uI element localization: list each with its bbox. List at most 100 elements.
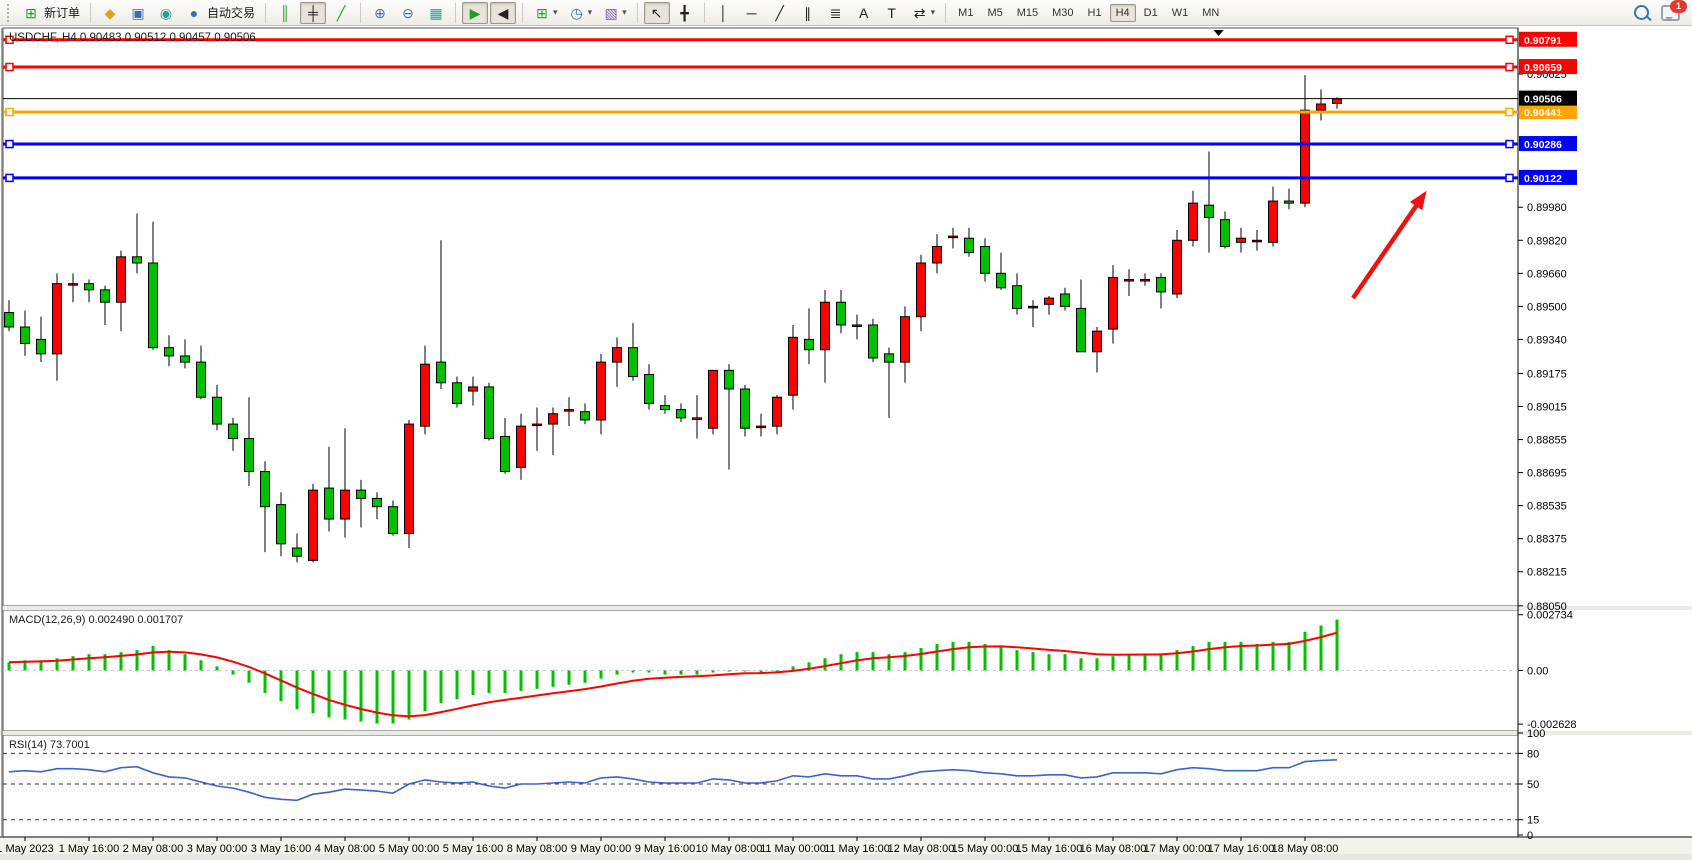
text-label-tool-button[interactable]: T [879,2,905,24]
candle-up [1108,276,1118,330]
price-badge-label: 0.90441 [1524,107,1562,119]
line-handle[interactable] [5,62,14,72]
time-label: 1 May 16:00 [59,843,120,855]
rsi-line [8,759,1338,802]
crosshair-tool-button[interactable]: ╋ [672,2,698,24]
main-panel[interactable] [2,27,1519,607]
channel-tool-button[interactable]: ∥ [795,2,821,24]
macd-bar [791,666,795,671]
candle-down [964,237,974,254]
candle-down [740,388,750,429]
timeframe-h1[interactable]: H1 [1087,6,1102,19]
macd-bar [1255,643,1259,671]
price-badge-label: 0.90122 [1524,173,1562,185]
fibonacci-tool-button[interactable]: ≣ [823,2,849,24]
time-label: 8 May 08:00 [507,843,568,855]
line-handle[interactable] [1505,107,1514,117]
timeframe-m15[interactable]: M15 [1016,6,1039,19]
macd-label: MACD(12,26,9) 0.002490 0.001707 [9,614,183,626]
chat-icon[interactable]: 1 [1661,0,1687,21]
terminal-button[interactable]: ▣ [125,2,151,24]
periods-button[interactable]: ◷ ▾ [564,2,597,24]
candle-down [84,283,94,291]
macd-bar [183,654,187,671]
panel-separator[interactable] [0,731,1692,735]
macd-bar [663,670,667,675]
panel-separator[interactable] [0,606,1692,610]
bar-chart-button[interactable]: ║ [272,2,298,24]
new-order-button[interactable]: ⊞ 新订单 [18,2,84,24]
text-tool-button[interactable]: A [851,2,877,24]
time-label: 3 May 16:00 [251,843,312,855]
market-watch-button[interactable]: ◆ [97,2,123,24]
zoom-out-button[interactable]: ⊖ [395,2,421,24]
chart-shift-button[interactable]: ◀ [490,1,517,24]
line-handle[interactable] [1505,139,1514,149]
line-handle[interactable] [1505,173,1514,183]
candle-up [852,324,862,327]
candle-up [772,396,782,427]
search-icon[interactable] [1634,5,1649,20]
market-watch-icon: ◆ [104,4,116,21]
candlestick-chart-button[interactable]: ╪ [300,1,327,24]
auto-scroll-button[interactable]: ▶ [462,1,489,24]
auto-trading-label: 自动交易 [207,6,256,20]
line-handle[interactable] [5,107,14,117]
time-label: 17 May 16:00 [1208,843,1275,855]
candle-down [196,361,206,398]
candle-down [1220,219,1230,247]
templates-button[interactable]: ▧ ▾ [598,2,631,24]
macd-bar [535,670,539,689]
toolbar-separator [360,2,362,23]
rsi-panel[interactable] [2,734,1519,838]
macd-bar [727,670,731,672]
vertical-line-tool-button[interactable]: │ [711,2,737,24]
horizontal-line-tool-button[interactable]: ─ [739,2,765,24]
line-chart-button[interactable]: ╱ [328,2,354,24]
timeframe-m1[interactable]: M1 [958,6,974,19]
arrows-tool-button[interactable]: ⇄ ▾ [907,2,940,24]
time-label: 11 May 16:00 [824,843,890,855]
rsi-label: RSI(14) 73.7001 [9,739,90,751]
trend-arrow[interactable] [1351,190,1427,300]
macd-bar [1287,641,1291,671]
macd-bar [199,660,203,671]
chart-shift-marker[interactable] [1213,30,1224,36]
signals-button[interactable]: ◉ [153,2,179,24]
macd-bar [55,658,59,671]
line-handle[interactable] [5,173,14,183]
time-axis-area [0,838,1692,854]
macd-bar [503,670,507,693]
text-label-icon: T [887,4,896,21]
cursor-tool-button[interactable]: ↖ [643,1,670,24]
candle-down [276,504,286,545]
line-handle[interactable] [5,35,14,45]
candle-up [900,316,910,363]
macd-bar [215,666,219,671]
timeframe-m5[interactable]: M5 [987,6,1003,19]
timeframe-m30[interactable]: M30 [1052,6,1074,19]
auto-trading-button[interactable]: ● 自动交易 [181,2,259,24]
zoom-in-button[interactable]: ⊕ [367,2,393,24]
tile-windows-button[interactable]: ▦ [423,2,449,24]
line-handle[interactable] [1505,35,1514,45]
price-tick-label: 0.88375 [1527,534,1567,546]
candle-down [1204,204,1214,219]
time-label: 12 May 08:00 [888,843,955,855]
timeframe-d1[interactable]: D1 [1143,6,1158,19]
timeframe-mn[interactable]: MN [1202,6,1220,19]
macd-bar [935,643,939,671]
time-label: 1 May 2023 [0,843,54,855]
indicators-button[interactable]: ⊞ ▾ [529,2,562,24]
line-handle[interactable] [5,139,14,149]
time-label: 5 May 00:00 [379,843,440,855]
toolbar-separator [945,2,947,23]
trendline-tool-button[interactable]: ╱ [767,2,793,24]
timeframe-h4[interactable]: H4 [1109,3,1136,22]
macd-bar [247,670,251,683]
candle-up [548,413,558,425]
timeframe-w1[interactable]: W1 [1171,6,1189,19]
toolbar-separator [636,2,638,23]
line-handle[interactable] [1505,62,1514,72]
